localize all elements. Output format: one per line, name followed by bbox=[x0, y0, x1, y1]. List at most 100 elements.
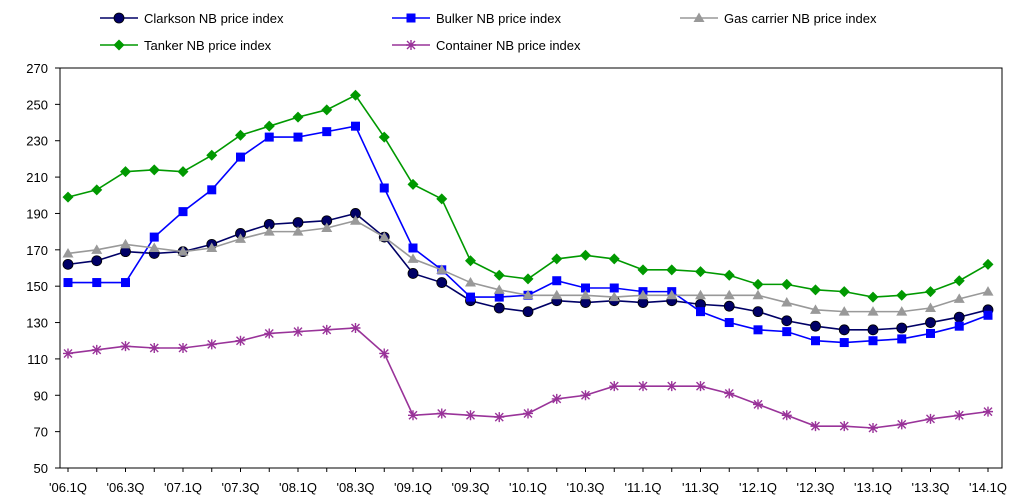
x-tick-label: '10.3Q bbox=[567, 480, 605, 495]
data-point bbox=[113, 39, 125, 51]
data-point bbox=[321, 104, 333, 116]
data-point bbox=[178, 207, 188, 217]
data-point bbox=[637, 289, 649, 300]
y-tick-label: 110 bbox=[27, 352, 48, 367]
data-point bbox=[91, 255, 103, 267]
y-tick-label: 250 bbox=[26, 97, 48, 112]
data-point bbox=[982, 286, 994, 296]
data-point bbox=[810, 320, 821, 332]
data-point bbox=[92, 278, 102, 288]
data-point bbox=[580, 249, 591, 261]
data-point bbox=[693, 12, 705, 22]
data-point bbox=[62, 258, 74, 270]
data-point bbox=[350, 323, 361, 333]
data-point bbox=[982, 258, 994, 270]
data-point bbox=[465, 255, 476, 267]
data-point bbox=[896, 322, 908, 334]
data-point bbox=[149, 343, 160, 353]
x-tick-label: '10.1Q bbox=[509, 480, 547, 495]
data-point bbox=[62, 191, 74, 203]
data-point bbox=[752, 278, 764, 290]
x-tick-label: '06.3Q bbox=[107, 480, 145, 495]
data-point bbox=[465, 277, 476, 287]
data-point bbox=[235, 335, 246, 346]
y-tick-label: 150 bbox=[26, 279, 48, 294]
x-tick-label: '09.1Q bbox=[394, 480, 432, 495]
data-point bbox=[121, 278, 130, 288]
data-point bbox=[638, 381, 648, 392]
data-point bbox=[178, 343, 188, 353]
data-point bbox=[148, 164, 160, 176]
data-point bbox=[608, 253, 620, 265]
plot-frame bbox=[59, 67, 1003, 469]
series-diamond bbox=[62, 89, 994, 303]
data-point bbox=[724, 388, 735, 399]
x-tick-label: '11.3Q bbox=[682, 480, 719, 495]
data-point bbox=[666, 289, 678, 300]
data-point bbox=[782, 327, 792, 337]
data-point bbox=[321, 324, 332, 335]
data-point bbox=[206, 149, 218, 161]
data-point bbox=[609, 283, 619, 293]
data-point bbox=[436, 408, 447, 419]
data-point bbox=[292, 217, 304, 228]
data-point bbox=[868, 423, 878, 433]
data-point bbox=[350, 89, 361, 101]
series-asterisk bbox=[63, 323, 993, 433]
data-point bbox=[113, 12, 125, 24]
data-point bbox=[810, 304, 821, 314]
x-tick-label: '08.1Q bbox=[279, 480, 317, 495]
data-point bbox=[551, 393, 562, 404]
data-point bbox=[408, 410, 418, 421]
legend-item: Bulker NB price index bbox=[392, 11, 561, 26]
legend-item: Container NB price index bbox=[392, 38, 581, 53]
data-point bbox=[406, 40, 416, 50]
data-point bbox=[925, 413, 936, 424]
data-point bbox=[781, 278, 793, 290]
data-point bbox=[953, 311, 965, 323]
data-point bbox=[580, 289, 591, 300]
x-axis: '06.1Q '06.3Q '07.1Q '07.3Q '08.1Q '08.3Q '09.… bbox=[49, 468, 1007, 495]
data-point bbox=[867, 306, 879, 316]
series-triangle bbox=[62, 215, 994, 316]
x-tick-label: '09.3Q bbox=[452, 480, 490, 495]
data-point bbox=[839, 421, 850, 432]
data-point bbox=[581, 283, 590, 293]
data-point bbox=[322, 127, 332, 137]
y-tick-label: 50 bbox=[34, 461, 48, 476]
data-point bbox=[493, 284, 505, 294]
data-point bbox=[436, 193, 448, 205]
series-layer bbox=[62, 89, 994, 433]
data-point bbox=[896, 306, 908, 316]
data-point bbox=[407, 268, 419, 279]
data-point bbox=[580, 390, 591, 401]
x-tick-label: '14.1Q bbox=[969, 480, 1007, 495]
y-tick-label: 270 bbox=[26, 61, 48, 76]
data-point bbox=[781, 410, 792, 421]
legend-item: Tanker NB price index bbox=[100, 38, 272, 53]
data-point bbox=[292, 226, 304, 236]
y-tick-label: 130 bbox=[26, 316, 48, 331]
data-point bbox=[896, 419, 907, 430]
legend-item: Clarkson NB price index bbox=[100, 11, 284, 26]
data-point bbox=[436, 264, 448, 274]
data-point bbox=[551, 289, 563, 300]
data-point bbox=[293, 326, 303, 337]
data-point bbox=[177, 246, 189, 256]
data-point bbox=[91, 344, 102, 355]
data-point bbox=[522, 273, 534, 285]
legend-label: Bulker NB price index bbox=[436, 11, 561, 26]
data-point bbox=[522, 306, 534, 318]
data-point bbox=[148, 242, 160, 252]
data-point bbox=[494, 292, 504, 302]
data-point bbox=[954, 410, 965, 421]
data-point bbox=[406, 13, 416, 23]
data-point bbox=[379, 348, 390, 359]
data-point bbox=[407, 178, 419, 190]
data-point bbox=[120, 166, 131, 178]
data-point bbox=[378, 131, 390, 143]
data-point bbox=[953, 293, 965, 303]
data-point bbox=[983, 406, 993, 417]
data-point bbox=[867, 291, 879, 303]
data-point bbox=[896, 289, 908, 301]
